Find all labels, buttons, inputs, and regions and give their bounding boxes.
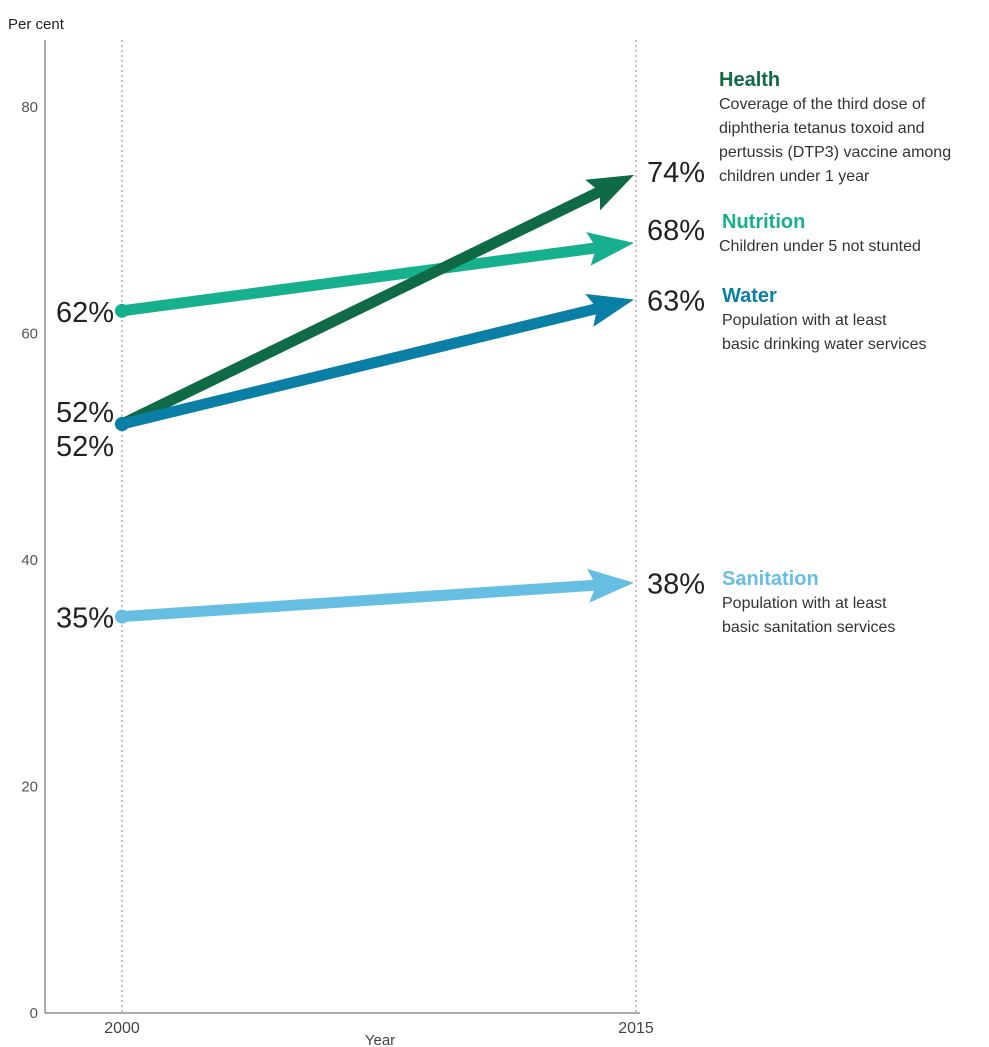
y-tick-label: 20 xyxy=(21,779,38,796)
nutrition-series-line xyxy=(121,242,600,317)
y-tick-label: 60 xyxy=(21,326,38,343)
x-axis-title: Year xyxy=(365,1032,395,1047)
water-arrowhead xyxy=(585,293,634,327)
axes xyxy=(44,40,640,1014)
value-labels: 52% 74% 62% 68% 52% 63% 35% 38% xyxy=(56,157,705,635)
sanitation-start-point xyxy=(115,609,129,624)
y-axis-title: Per cent xyxy=(8,16,65,33)
health-category-name: Health xyxy=(719,69,780,91)
sanitation-end-label: 38% xyxy=(647,569,705,601)
y-ticks: 0 20 40 60 80 xyxy=(21,99,38,1022)
water-category-name: Water xyxy=(722,285,777,307)
grid-lines xyxy=(121,40,637,1013)
water-end-label: 63% xyxy=(647,286,705,318)
nutrition-category-name: Nutrition xyxy=(722,211,805,233)
nutrition-end-label: 68% xyxy=(647,215,705,247)
health-category-description: Coverage of the third dose of xyxy=(719,96,926,113)
y-tick-label: 0 xyxy=(30,1005,38,1022)
health-start-label: 52% xyxy=(56,397,114,429)
health-category-description: children under 1 year xyxy=(719,168,870,185)
x-tick-label: 2000 xyxy=(104,1020,140,1037)
nutrition-start-point xyxy=(115,303,129,318)
nutrition-arrowhead xyxy=(586,232,634,266)
water-start-label: 52% xyxy=(56,431,114,463)
health-arrowhead xyxy=(585,174,634,211)
y-tick-label: 40 xyxy=(21,552,38,569)
sanitation-arrowhead xyxy=(587,568,634,603)
water-category-description: basic drinking water services xyxy=(722,336,927,353)
water-series-line xyxy=(120,302,601,430)
y-tick-label: 80 xyxy=(21,99,38,116)
x-ticks: 2000 2015 xyxy=(104,1020,654,1037)
category-annotations: Health Coverage of the third dose of dipht… xyxy=(719,69,951,636)
sanitation-category-description: basic sanitation services xyxy=(722,619,895,636)
water-start-point xyxy=(115,417,129,432)
sanitation-category-name: Sanitation xyxy=(722,568,819,590)
water-category-description: Population with at least xyxy=(722,312,887,329)
sanitation-start-label: 35% xyxy=(56,603,114,635)
nutrition-start-label: 62% xyxy=(56,297,114,329)
x-tick-label: 2015 xyxy=(618,1020,654,1037)
series-group xyxy=(115,174,634,624)
health-category-description: pertussis (DTP3) vaccine among xyxy=(719,144,951,161)
sanitation-category-description: Population with at least xyxy=(722,595,887,612)
health-end-label: 74% xyxy=(647,157,705,189)
sanitation-series-line xyxy=(121,579,599,623)
health-category-description: diphtheria tetanus toxoid and xyxy=(719,120,924,137)
nutrition-category-description: Children under 5 not stunted xyxy=(719,238,921,255)
health-series-line xyxy=(119,185,605,430)
